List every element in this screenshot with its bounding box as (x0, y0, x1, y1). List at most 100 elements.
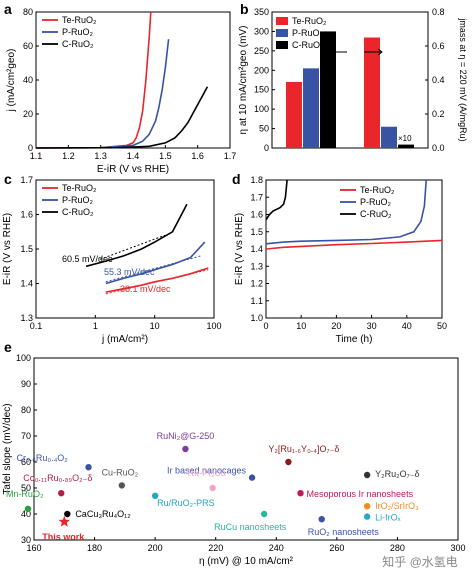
legend-label: C-RuO₂ (62, 39, 94, 49)
point-label: RuO₂ nanosheets (308, 527, 380, 537)
y-tick-label: 30 (21, 535, 31, 545)
y-tick-label: 60 (23, 41, 33, 51)
point-label: CaCu₃Ru₄O₁₂ (75, 509, 131, 519)
y-tick-label: 1.3 (250, 261, 263, 271)
point-label: Mn-RuO₂ (6, 489, 44, 499)
y-tick-label: 50 (259, 124, 269, 134)
series-line (265, 239, 443, 250)
legend-label: P-RuO₂ (62, 27, 94, 37)
point-label: Cu-RuO₂ (102, 467, 139, 477)
y-right-tick-label: 0.0 (432, 143, 445, 153)
point-label: This work (42, 532, 85, 542)
slope-annotation: 60.5 mV/dec (62, 254, 113, 264)
x-tick-label: 240 (269, 543, 284, 553)
point-label: Ru/RuO₂-PRS (157, 498, 215, 508)
y-axis-label: E-iR (V vs RHE) (2, 213, 13, 285)
plot-frame (265, 179, 443, 319)
y-tick-label: 0 (28, 143, 33, 153)
legend-label: Te-RuO₂ (62, 183, 97, 193)
scatter-point (260, 510, 268, 518)
bar-overpotential (320, 31, 336, 148)
bar-jmass (398, 144, 414, 148)
legend-swatch (276, 29, 288, 37)
bar-overpotential (303, 68, 319, 148)
y-axis-label: η at 10 mA/cm²geo (mV) (238, 26, 249, 135)
x-axis-label: j (mA/cm²) (101, 334, 148, 345)
scatter-point (151, 492, 159, 499)
legend-label: P-RuO₂ (292, 28, 324, 38)
legend-label: P-RuO₂ (62, 195, 94, 205)
scatter-point (248, 474, 256, 481)
y-tick-label: 80 (21, 405, 31, 415)
series-line (85, 203, 188, 268)
scatter-point (363, 503, 371, 510)
scatter-point (58, 490, 65, 497)
x-tick-label: 50 (437, 321, 447, 331)
panel-b: 0 50 100 150 200 250 300 350 0.0 0.2 0.4 0.6 0.8 b η a… (238, 1, 468, 153)
series-line (105, 267, 209, 293)
x-tick-label: 1.1 (30, 151, 43, 161)
y-tick-label: 1.6 (20, 210, 33, 220)
scatter-point (58, 515, 70, 527)
x-tick-label: 1.6 (191, 151, 204, 161)
point-label: RuNi₂@G-250 (157, 431, 215, 441)
y-tick-label: 60 (21, 457, 31, 467)
right-axis-arrow (364, 48, 383, 56)
y-tick-label: 90 (21, 379, 31, 389)
legend-label: C-RuO₂ (292, 40, 324, 50)
legend-label: Te-RuO₂ (360, 185, 395, 195)
y-axis-label: Tafel slope (mV/dec) (2, 403, 13, 494)
y-right-tick-label: 0.8 (432, 7, 445, 17)
y-right-axis-label: jmass at η = 220 mV (A/mgRu) (458, 17, 468, 141)
y-tick-label: 1.7 (20, 175, 33, 185)
fit-line (99, 234, 166, 260)
x-tick-label: 1.4 (127, 151, 140, 161)
y-tick-label: 20 (23, 109, 33, 119)
y-axis-label: E-iR (V vs RHE) (234, 213, 245, 285)
x-axis-label: Time (h) (336, 334, 373, 345)
y-right-tick-label: 0.6 (432, 41, 445, 51)
scatter-point (297, 490, 304, 497)
y-tick-label: 0 (264, 143, 269, 153)
scatter-point (363, 513, 371, 520)
y-tick-label: 1.1 (250, 296, 263, 306)
plot-frame (33, 357, 459, 541)
panel-label: e (4, 339, 12, 355)
y-tick-label: 1.6 (250, 210, 263, 220)
y-tick-label: 80 (23, 7, 33, 17)
y-tick-label: 1.4 (20, 279, 33, 289)
legend-label: C-RuO₂ (360, 209, 392, 219)
x-tick-label: 260 (329, 543, 344, 553)
x-tick-label: 10 (150, 321, 160, 331)
y-right-tick-label: 0.4 (432, 75, 445, 85)
y-tick-label: 150 (254, 85, 269, 95)
scatter-point (118, 482, 126, 489)
legend-swatch (276, 17, 288, 25)
panel-a: 1.1 1.2 1.3 1.4 1.5 1.6 1.7 0 20 40 60 80 a E-iR (V v… (4, 1, 236, 175)
y-tick-label: 1.2 (250, 279, 263, 289)
y-tick-label: 1.7 (250, 192, 263, 202)
legend-swatch (276, 41, 288, 49)
x-tick-label: 300 (450, 543, 465, 553)
x-tick-label: 10 (296, 321, 306, 331)
scatter-point (285, 458, 292, 466)
x-tick-label: 280 (390, 543, 405, 553)
fit-line (105, 269, 209, 295)
point-label: Mesoporous Ir nanosheets (307, 489, 414, 499)
y-tick-label: 70 (21, 431, 31, 441)
x-tick-label: 180 (87, 543, 102, 553)
x-tick-label: 40 (402, 321, 412, 331)
series-line (35, 86, 209, 149)
scatter-point (363, 471, 371, 479)
legend-label: P-RuO₂ (360, 197, 392, 207)
panel-label: b (240, 1, 249, 17)
x-tick-label: 1.5 (159, 151, 172, 161)
x-axis-label: E-iR (V vs RHE) (97, 164, 169, 175)
x-tick-label: 1.2 (62, 151, 75, 161)
point-label: Cr₀.₆Ru₀.₄O₂ (17, 453, 69, 463)
scatter-point (64, 510, 71, 518)
bar-overpotential (286, 81, 302, 148)
panel-label: c (4, 171, 12, 187)
scatter-point (85, 464, 92, 471)
y-tick-label: 1.4 (250, 244, 263, 254)
